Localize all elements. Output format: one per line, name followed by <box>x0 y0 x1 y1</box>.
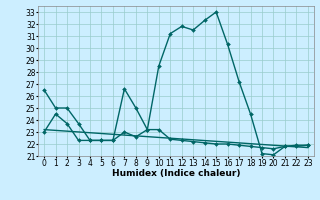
X-axis label: Humidex (Indice chaleur): Humidex (Indice chaleur) <box>112 169 240 178</box>
